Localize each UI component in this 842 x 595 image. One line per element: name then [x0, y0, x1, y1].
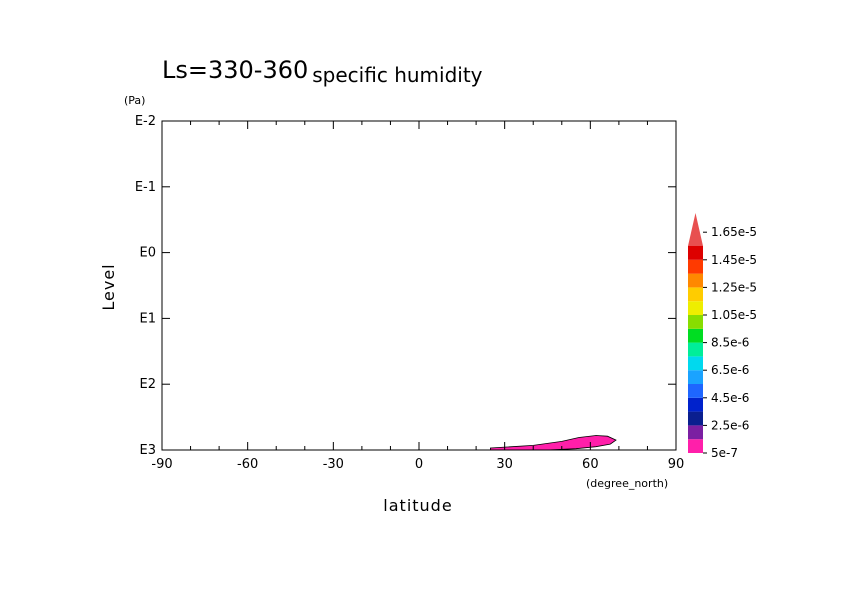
colorbar-segment — [688, 246, 703, 260]
y-unit: (Pa) — [124, 94, 145, 107]
colorbar-segment — [688, 273, 703, 288]
x-tick-label: 60 — [582, 457, 599, 472]
x-tick-label: 0 — [415, 457, 423, 472]
colorbar-segment — [688, 425, 703, 440]
y-tick-label: E1 — [140, 311, 157, 326]
title-sub: specific humidity — [312, 63, 482, 87]
colorbar-segment — [688, 342, 703, 357]
colorbar-label: 5e-7 — [711, 446, 738, 460]
contour-layer — [489, 435, 617, 451]
contour-region-5e-7 — [489, 435, 617, 451]
x-tick-label: -30 — [323, 457, 344, 472]
y-tick-label: E-1 — [135, 180, 156, 195]
colorbar-segment — [688, 287, 703, 302]
colorbar-label: 2.5e-6 — [711, 418, 749, 432]
colorbar-segment — [688, 328, 703, 343]
colorbar-segment — [688, 370, 703, 384]
colorbar-segment — [688, 397, 703, 412]
y-tick-label: E-2 — [135, 114, 156, 129]
x-tick-label: 90 — [668, 457, 685, 472]
colorbar-segment — [688, 301, 703, 315]
y-tick-label: E2 — [140, 377, 157, 392]
colorbar-segment — [688, 356, 703, 371]
colorbar-label: 1.05e-5 — [711, 308, 757, 322]
title-main: Ls=330-360 — [162, 56, 308, 84]
colorbar-segment — [688, 259, 703, 274]
x-unit: (degree_north) — [586, 477, 668, 490]
colorbar-segment — [688, 384, 703, 398]
colorbar-label: 1.25e-5 — [711, 280, 757, 294]
plot-frame — [161, 120, 677, 451]
x-tick-label: -60 — [237, 457, 258, 472]
colorbar-extend-triangle — [688, 213, 703, 246]
colorbar-label: 1.65e-5 — [711, 225, 757, 239]
colorbar-label: 1.45e-5 — [711, 253, 757, 267]
chart-title: Ls=330-360 specific humidity — [162, 56, 483, 87]
y-tick-label: E0 — [140, 246, 157, 261]
colorbar-segment — [688, 315, 703, 329]
x-tick-label: -90 — [151, 457, 172, 472]
y-axis-label: Level — [99, 263, 118, 310]
colorbar-label: 6.5e-6 — [711, 363, 749, 377]
colorbar-segment — [688, 439, 703, 453]
x-tick-label: 30 — [496, 457, 513, 472]
colorbar: 5e-7 2.5e-6 4.5e-6 6.5e-6 8.5e-6 1.05e-5 1.25e… — [688, 213, 757, 460]
x-axis-label: latitude — [383, 496, 452, 515]
y-tick-label: E3 — [140, 443, 157, 458]
colorbar-label: 8.5e-6 — [711, 336, 749, 350]
colorbar-segment — [688, 411, 703, 426]
colorbar-label: 4.5e-6 — [711, 391, 749, 405]
axes: -90 -60 -30 0 30 60 90 E-2 E-1 E0 E1 E2 E3 — [135, 114, 684, 472]
